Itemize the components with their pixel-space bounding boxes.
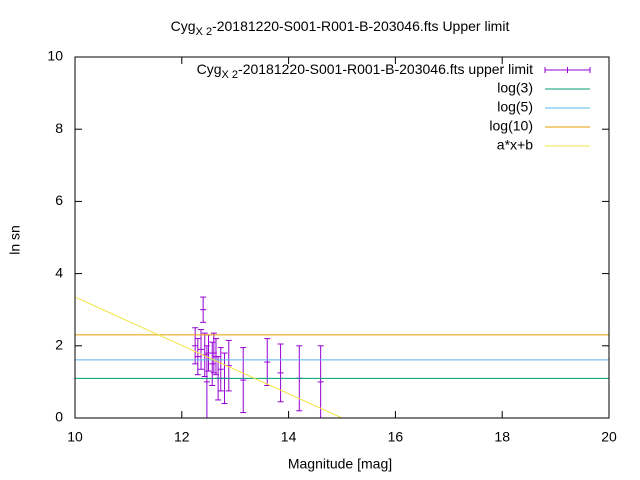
legend-label: log(3) [497,80,533,96]
x-tick-label: 12 [174,429,190,445]
chart-title: CygX 2-20181220-S001-R001-B-203046.fts U… [171,18,510,38]
y-tick-label: 4 [55,264,63,280]
error-bar [217,347,224,392]
y-tick-label: 6 [55,192,63,208]
error-bar [192,327,199,365]
y-axis-label: ln sn [7,225,23,255]
legend-label: CygX 2-20181220-S001-R001-B-203046.fts u… [197,61,533,81]
y-tick-label: 10 [47,48,63,64]
plot-border [74,56,610,419]
legend-part: -20181220-S001-R001-B-203046.fts upper l… [238,61,533,77]
x-tick-label: 20 [601,429,617,445]
error-bar [317,345,324,418]
error-bar [194,338,201,376]
x-axis-label: Magnitude [mag] [288,456,392,472]
x-tick-label: 16 [388,429,404,445]
error-bar [198,329,205,370]
y-tick-label: 0 [55,409,63,425]
error-bar [200,296,207,323]
legend-subscript: X 2 [222,69,239,81]
title-subscript: X 2 [196,26,213,38]
legend-label: log(10) [489,118,533,134]
legend-label: log(5) [497,99,533,115]
y-tick-label: 2 [55,337,63,353]
legend-label: a*x+b [497,137,533,153]
plot-area [75,296,609,418]
x-tick-label: 14 [281,429,297,445]
fit-line [75,296,343,418]
error-bar [240,347,247,414]
error-bar [277,343,284,403]
title-part: Cyg [171,18,196,34]
x-tick-label: 18 [494,429,510,445]
y-tick-label: 8 [55,120,63,136]
x-tick-label: 10 [67,429,83,445]
legend-part: Cyg [197,61,222,77]
title-part: -20181220-S001-R001-B-203046.fts Upper l… [212,18,509,34]
